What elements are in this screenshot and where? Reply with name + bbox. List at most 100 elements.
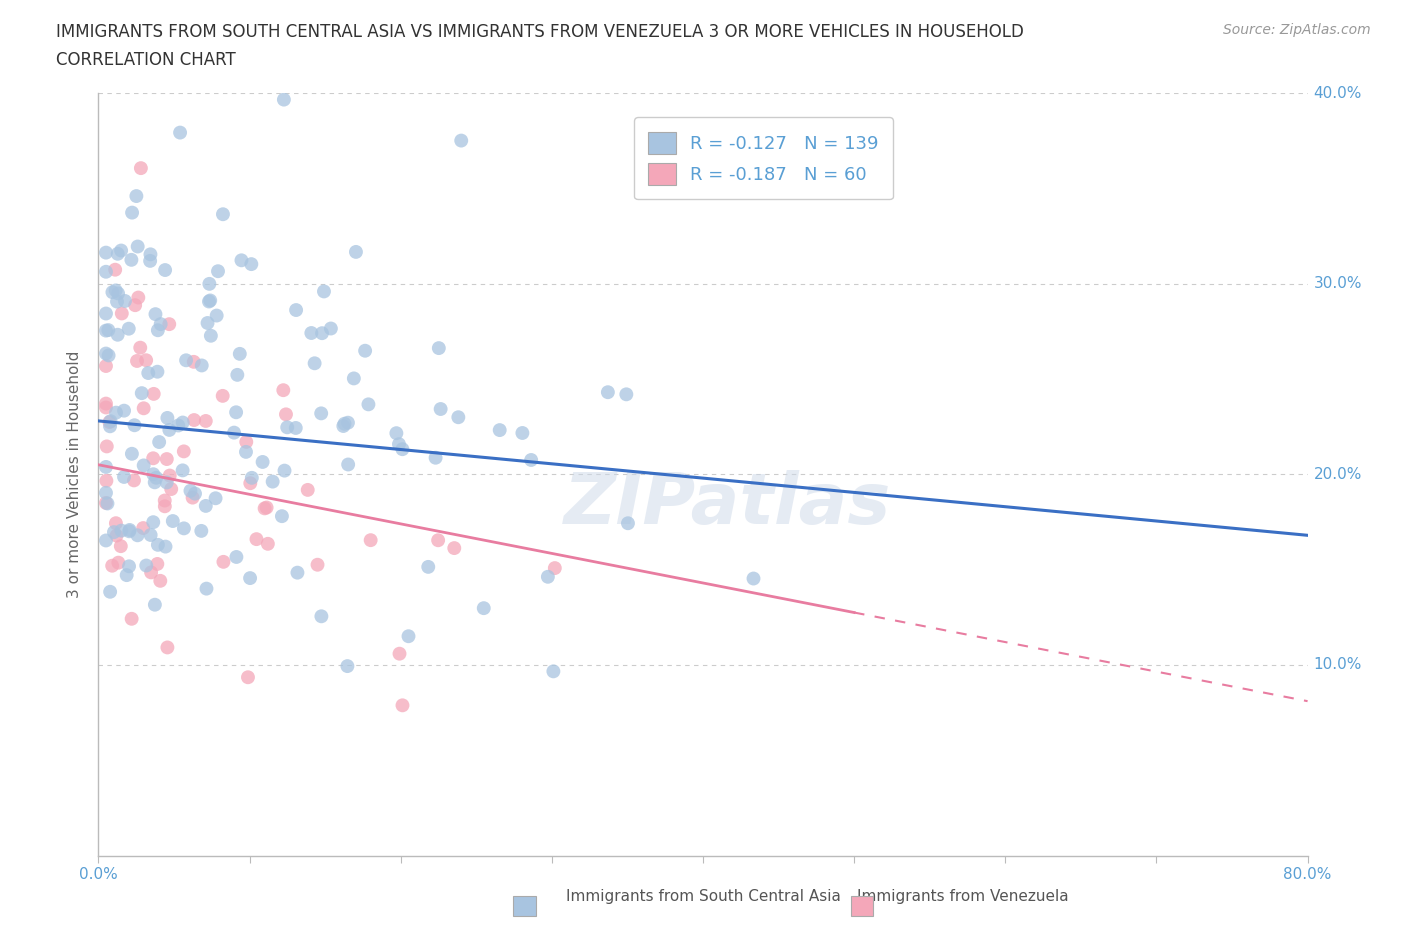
Point	[122, 473, 145, 488]
Point	[273, 463, 295, 478]
Point	[398, 629, 420, 644]
Text: 30.0%: 30.0%	[1313, 276, 1362, 291]
Point	[354, 343, 377, 358]
Point	[204, 491, 226, 506]
Point	[156, 410, 179, 425]
Point	[107, 327, 129, 342]
Point	[173, 444, 195, 458]
Point	[309, 405, 332, 420]
Point	[273, 383, 295, 398]
Point	[172, 415, 194, 430]
Point	[183, 354, 205, 369]
Point	[198, 294, 221, 309]
Point	[388, 646, 411, 661]
Point	[333, 417, 356, 432]
Point	[299, 326, 322, 340]
Text: 40.0%: 40.0%	[1313, 86, 1362, 100]
Point	[742, 571, 765, 586]
Point	[104, 262, 127, 277]
Point	[153, 262, 176, 277]
Point	[94, 400, 117, 415]
Point	[129, 340, 152, 355]
Point	[159, 468, 181, 483]
Point	[97, 348, 120, 363]
Point	[212, 206, 235, 221]
Point	[194, 414, 217, 429]
Point	[112, 470, 135, 485]
Point	[94, 346, 117, 361]
Point	[157, 317, 180, 332]
Point	[195, 581, 218, 596]
Point	[235, 434, 257, 449]
Text: Immigrants from South Central Asia: Immigrants from South Central Asia	[565, 889, 841, 904]
Point	[132, 401, 155, 416]
Legend: R = -0.127   N = 139, R = -0.187   N = 60: R = -0.127 N = 139, R = -0.187 N = 60	[634, 117, 893, 199]
Point	[337, 457, 360, 472]
Point	[127, 528, 149, 543]
Point	[235, 445, 257, 459]
Point	[336, 416, 359, 431]
Point	[121, 611, 143, 626]
Point	[429, 402, 451, 417]
Point	[98, 584, 121, 599]
Point	[101, 558, 124, 573]
Point	[131, 386, 153, 401]
Point	[142, 514, 165, 529]
Point	[146, 323, 169, 338]
Point	[118, 559, 141, 574]
Point	[94, 533, 117, 548]
Point	[162, 513, 184, 528]
Point	[132, 521, 155, 536]
Point	[197, 315, 219, 330]
Point	[179, 484, 201, 498]
Point	[222, 425, 245, 440]
Point	[391, 698, 413, 712]
Text: Immigrants from Venezuela: Immigrants from Venezuela	[858, 889, 1069, 904]
Point	[127, 290, 149, 305]
Point	[110, 524, 132, 538]
Point	[94, 496, 117, 511]
Point	[114, 294, 136, 309]
Point	[307, 557, 329, 572]
Point	[96, 439, 118, 454]
Point	[319, 321, 342, 336]
Point	[617, 516, 640, 531]
Point	[124, 298, 146, 312]
Point	[97, 323, 120, 338]
Point	[121, 206, 143, 220]
Point	[614, 387, 637, 402]
Point	[96, 473, 118, 488]
Point	[257, 537, 280, 551]
Point	[110, 243, 132, 258]
Point	[104, 516, 127, 531]
Point	[225, 405, 247, 419]
Point	[155, 539, 177, 554]
Point	[274, 407, 297, 422]
Point	[112, 404, 135, 418]
Text: Source: ZipAtlas.com: Source: ZipAtlas.com	[1223, 23, 1371, 37]
Point	[139, 254, 162, 269]
Point	[146, 556, 169, 571]
Text: ZIPatlas: ZIPatlas	[564, 471, 891, 539]
Text: 10.0%: 10.0%	[1313, 658, 1362, 672]
Point	[143, 475, 166, 490]
Point	[183, 413, 205, 428]
Point	[135, 352, 157, 367]
Point	[226, 367, 249, 382]
Point	[388, 437, 411, 452]
Point	[332, 418, 354, 433]
Point	[124, 418, 146, 432]
Point	[544, 561, 567, 576]
Point	[94, 264, 117, 279]
Point	[198, 276, 221, 291]
Point	[211, 389, 233, 404]
Point	[447, 410, 470, 425]
Point	[252, 455, 274, 470]
Point	[98, 418, 121, 433]
Point	[287, 565, 309, 580]
Point	[190, 524, 212, 538]
Point	[173, 521, 195, 536]
Text: 20.0%: 20.0%	[1313, 467, 1362, 482]
Point	[153, 498, 176, 513]
Point	[110, 538, 132, 553]
